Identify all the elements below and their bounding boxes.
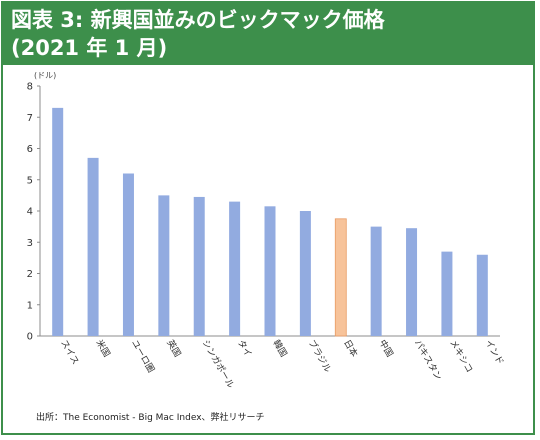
y-tick-label: 2: [27, 269, 33, 280]
x-category-label: インド: [483, 339, 505, 367]
y-tick-label: 3: [27, 238, 33, 249]
y-tick-label: 4: [27, 207, 33, 218]
x-category-label: パキスタン: [412, 338, 444, 382]
bar: [406, 228, 418, 336]
y-tick-label: 8: [27, 82, 33, 93]
y-tick-label: 7: [27, 113, 33, 124]
bar: [193, 196, 205, 336]
x-category-label: シンガポール: [200, 338, 237, 390]
figure-header: 図表 3: 新興国並みのビックマック価格 (2021 年 1 月): [3, 3, 533, 65]
x-category-label: メキシコ: [447, 339, 474, 375]
bar: [87, 157, 99, 336]
bar: [52, 107, 64, 336]
x-category-label: 英国: [164, 338, 183, 360]
y-tick-label: 1: [27, 300, 33, 311]
y-tick-label: 6: [27, 144, 33, 155]
bar: [158, 195, 170, 336]
x-category-label: タイ: [235, 338, 254, 359]
x-category-label: 米国: [93, 338, 112, 360]
x-category-label: スイス: [58, 339, 80, 367]
bar: [122, 173, 134, 336]
y-tick-label: 0: [27, 332, 33, 343]
x-category-label: 韓国: [270, 338, 289, 359]
x-category-label: 中国: [377, 338, 396, 360]
bar: [441, 251, 453, 336]
bar-highlighted: [334, 218, 347, 337]
y-axis-unit-label: (ドル): [34, 71, 56, 80]
source-note: 出所：The Economist - Big Mac Index、弊社リサーチ: [36, 413, 265, 423]
bar: [370, 226, 382, 336]
figure-title: 図表 3: 新興国並みのビックマック価格: [11, 8, 385, 32]
bar: [264, 206, 276, 336]
figure-subtitle: (2021 年 1 月): [11, 36, 168, 60]
x-category-label: ユーロ圏: [129, 338, 157, 375]
x-category-label: ブラジル: [306, 338, 334, 375]
bar: [229, 201, 241, 336]
x-category-label: 日本: [341, 338, 360, 360]
y-tick-label: 5: [27, 175, 33, 186]
bar: [299, 211, 311, 336]
bar: [476, 254, 488, 336]
